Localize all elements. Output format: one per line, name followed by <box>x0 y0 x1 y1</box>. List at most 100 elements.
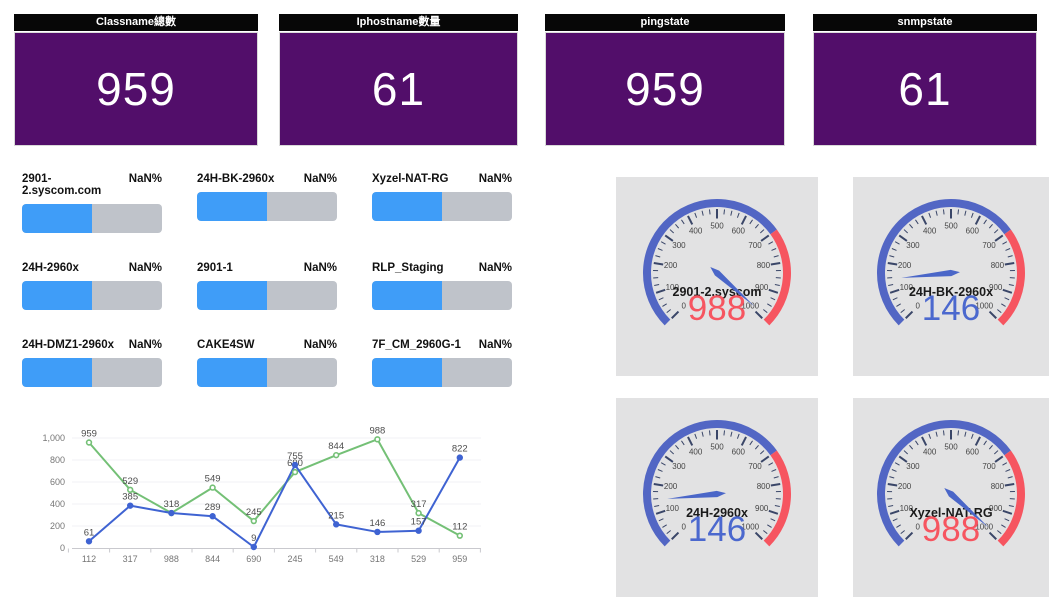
gauge-scale-number: 1000 <box>975 523 993 532</box>
gauge-scale-number: 600 <box>732 227 746 236</box>
gauge-scale-number: 1000 <box>741 523 759 532</box>
stat-card-iphostname-count: Iphostname數量 61 <box>279 14 518 146</box>
stat-card-value: 61 <box>898 63 952 115</box>
progress-percent: NaN% <box>128 173 162 185</box>
progress-track <box>372 192 512 221</box>
progress-fill <box>22 204 92 233</box>
progress-item: RLP_Staging NaN% <box>372 262 512 310</box>
progress-track <box>22 204 162 233</box>
data-point <box>250 543 258 551</box>
data-point-label: 289 <box>205 502 221 513</box>
gauge-scale-number: 1000 <box>741 302 759 311</box>
gauge-scale-number: 700 <box>748 462 762 471</box>
x-axis-label: 245 <box>287 554 302 564</box>
x-axis-label: 690 <box>246 554 261 564</box>
gauge-band-ok <box>877 420 1011 547</box>
gauge-scale-number: 100 <box>900 504 914 513</box>
gauge-scale-number: 300 <box>672 462 686 471</box>
gauge-needle <box>901 269 960 278</box>
stat-card-title: snmpstate <box>813 14 1037 31</box>
progress-fill <box>197 358 267 387</box>
progress-label: Xyzel-NAT-RG <box>372 173 449 185</box>
stat-card-value: 61 <box>371 63 426 115</box>
y-axis-label: 400 <box>50 499 65 509</box>
gauge-device-name: 24H-BK-2960x <box>909 285 993 299</box>
data-point-label: 988 <box>369 425 385 436</box>
y-axis-label: 1,000 <box>42 433 65 443</box>
progress-percent: NaN% <box>303 173 337 185</box>
gauge-scale-number: 400 <box>689 448 703 457</box>
stat-card-body: 959 <box>14 32 258 146</box>
gauge-scale-number: 800 <box>757 482 771 491</box>
data-point-label: 112 <box>452 522 467 533</box>
data-point-label: 822 <box>452 444 468 455</box>
data-point-label: 146 <box>369 518 385 529</box>
progress-item: 2901-1 NaN% <box>197 262 337 310</box>
progress-track <box>197 281 337 310</box>
gauge-band-alert <box>763 229 791 326</box>
data-point <box>456 454 463 461</box>
gauge-panel-xyzel-nat-rg: 0 100 200 300 400 500 600 700 800 900 1000 Xyzel-NA… <box>853 398 1049 597</box>
gauge-scale-number: 700 <box>982 241 996 250</box>
x-axis-label: 318 <box>370 554 385 564</box>
gauge-scale-number: 900 <box>755 504 769 513</box>
progress-fill <box>372 358 442 387</box>
progress-label: CAKE4SW <box>197 339 255 351</box>
stat-card-pingstate: pingstate 959 <box>545 14 785 146</box>
progress-track <box>197 358 337 387</box>
x-axis-label: 988 <box>164 554 179 564</box>
data-point <box>85 439 93 446</box>
line-chart: 0 200 400 600 800 1,000 112 317 988 844 690 245 549 3… <box>42 425 481 564</box>
progress-item: Xyzel-NAT-RG NaN% <box>372 173 512 233</box>
gauge-scale-number: 100 <box>666 283 680 292</box>
stat-card-title: pingstate <box>545 14 785 31</box>
x-axis-label: 549 <box>329 554 344 564</box>
gauge-scale-number: 300 <box>906 241 920 250</box>
gauge-scale-number: 0 <box>682 302 687 311</box>
line-chart-panel: 0 200 400 600 800 1,000 112 317 988 844 690 245 549 3… <box>0 418 520 593</box>
data-point <box>291 461 299 469</box>
data-point-label: 844 <box>328 441 344 452</box>
progress-label: 24H-DMZ1-2960x <box>22 339 115 351</box>
x-axis-label: 317 <box>123 554 138 564</box>
gauge-scale-number: 300 <box>672 241 686 250</box>
gauge-panel-24h-bk-2960x: 0 100 200 300 400 500 600 700 800 900 1000 24H-BK-2… <box>853 177 1049 376</box>
y-axis-label: 600 <box>50 477 65 487</box>
gauge-band-alert <box>997 450 1025 547</box>
progress-item: 24H-2960x NaN% <box>22 262 162 310</box>
gauge-scale-number: 800 <box>991 482 1005 491</box>
progress-label: RLP_Staging <box>372 262 444 274</box>
progress-label: 7F_CM_2960G-1 <box>372 339 461 351</box>
progress-item: CAKE4SW NaN% <box>197 339 337 387</box>
stat-card-value: 959 <box>96 63 176 115</box>
progress-fill <box>372 281 442 310</box>
progress-item: 7F_CM_2960G-1 NaN% <box>372 339 512 387</box>
progress-fill <box>197 281 267 310</box>
progress-track <box>22 281 162 310</box>
gauge-scale-number: 200 <box>898 482 912 491</box>
x-axis-label: 844 <box>205 554 220 564</box>
progress-percent: NaN% <box>128 262 162 274</box>
gauge-needle <box>710 267 755 307</box>
data-point <box>126 486 134 494</box>
gauge-scale-number: 0 <box>916 523 921 532</box>
gauge-device-name: Xyzel-NAT-RG <box>909 506 992 520</box>
x-axis-label: 959 <box>452 554 467 564</box>
progress-percent: NaN% <box>303 262 337 274</box>
progress-percent: NaN% <box>478 339 512 351</box>
data-point-label: 245 <box>246 507 262 518</box>
data-point-label: 215 <box>328 510 344 521</box>
gauge-band-alert <box>997 229 1025 326</box>
data-point-label: 157 <box>411 517 427 528</box>
gauge-scale-number: 500 <box>944 222 958 231</box>
gauge-scale-number: 600 <box>732 448 746 457</box>
progress-percent: NaN% <box>303 339 337 351</box>
gauge-scale-number: 1000 <box>975 302 993 311</box>
data-point-label: 318 <box>163 499 179 510</box>
stat-card-body: 61 <box>279 32 518 146</box>
gauge-value: 988 <box>922 510 980 549</box>
gauge-scale-number: 400 <box>923 448 937 457</box>
